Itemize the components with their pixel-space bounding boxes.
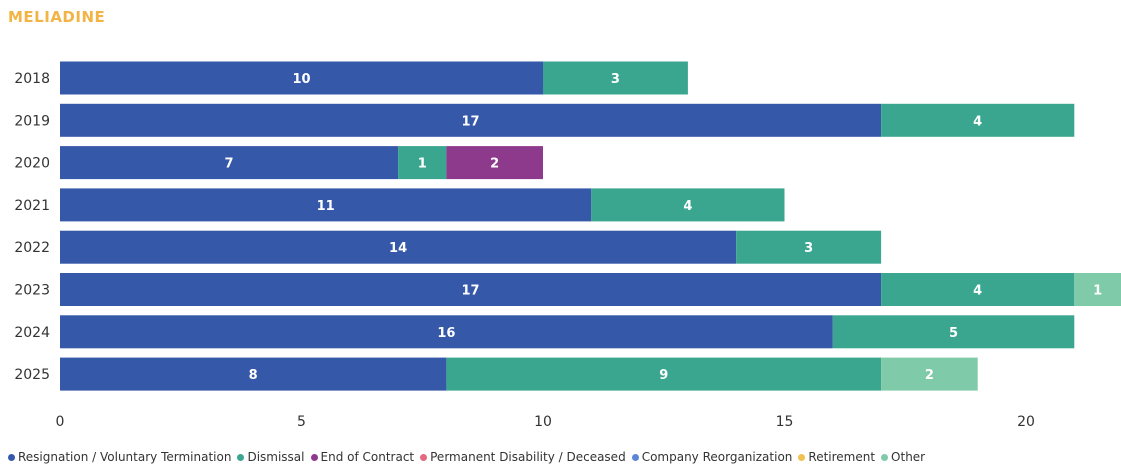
legend-label: End of Contract — [320, 450, 415, 464]
data-label-2025-series-0: 8 — [249, 368, 258, 383]
legend-dot-icon — [420, 453, 428, 461]
data-label-2022-series-1: 3 — [804, 241, 813, 256]
legend-item-2[interactable]: End of Contract — [310, 450, 415, 464]
bar-2018-series-0 — [60, 61, 543, 95]
legend-item-1[interactable]: Dismissal — [237, 450, 305, 464]
legend: Resignation / Voluntary Termination Dismi… — [8, 448, 931, 466]
y-tick-label-2018: 2018 — [14, 71, 50, 87]
data-label-2025-series-1: 9 — [659, 368, 668, 383]
y-tick-label-2024: 2024 — [14, 325, 50, 341]
data-label-2020-series-1: 1 — [418, 157, 427, 172]
bar-2025-series-0 — [60, 357, 447, 391]
data-label-2020-series-2: 2 — [490, 157, 499, 172]
bar-2025-series-1 — [446, 357, 882, 391]
legend-item-4[interactable]: Company Reorganization — [631, 450, 793, 464]
bar-2021-series-1 — [591, 188, 785, 222]
legend-item-0[interactable]: Resignation / Voluntary Termination — [8, 450, 231, 464]
legend-label: Retirement — [808, 450, 876, 464]
bar-2019-series-0 — [60, 103, 882, 137]
y-tick-label-2025: 2025 — [14, 367, 50, 383]
y-tick-label-2021: 2021 — [14, 198, 50, 214]
legend-dot-icon — [798, 453, 806, 461]
y-tick-label-2020: 2020 — [14, 156, 50, 172]
bar-2023-series-0 — [60, 273, 882, 306]
data-label-2024-series-1: 5 — [949, 326, 958, 341]
legend-dot-icon — [631, 453, 639, 461]
bars — [60, 61, 1121, 391]
y-tick-label-2023: 2023 — [14, 283, 50, 299]
x-tick-label-20: 20 — [1017, 414, 1035, 430]
data-label-2025-series-6: 2 — [925, 368, 934, 383]
y-axis-labels: 2018 2019 2020 2021 2022 2023 2024 2025 — [14, 71, 50, 383]
legend-dot-icon — [881, 453, 889, 461]
data-label-2018-series-1: 3 — [611, 72, 620, 87]
legend-dot-icon — [8, 453, 15, 461]
legend-dot-icon — [237, 453, 245, 461]
legend-label: Company Reorganization — [641, 450, 793, 464]
data-label-2021-series-1: 4 — [683, 199, 692, 214]
x-tick-label-0: 0 — [56, 414, 65, 430]
data-label-2024-series-0: 16 — [437, 326, 455, 341]
data-label-2023-series-1: 4 — [973, 284, 982, 299]
legend-label: Resignation / Voluntary Termination — [18, 450, 232, 464]
bar-2020-series-0 — [60, 146, 399, 180]
x-tick-label-5: 5 — [297, 414, 306, 430]
data-label-2023-series-6: 1 — [1093, 284, 1102, 299]
legend-dot-icon — [310, 453, 318, 461]
bar-2018-series-1 — [543, 61, 688, 95]
data-label-2022-series-0: 14 — [389, 241, 407, 256]
bar-2025-series-6 — [881, 357, 978, 391]
bar-2020-series-2 — [446, 146, 543, 180]
bar-2020-series-1 — [398, 146, 447, 180]
bar-2024-series-1 — [832, 315, 1075, 349]
legend-label: Other — [891, 450, 926, 464]
bar-2022-series-0 — [60, 230, 737, 264]
bar-data-labels: 10 3 17 4 7 1 2 11 4 14 3 17 4 1 16 5 8 9 2 — [225, 72, 1103, 383]
data-label-2019-series-1: 4 — [973, 114, 982, 129]
legend-item-5[interactable]: Retirement — [798, 450, 875, 464]
data-label-2020-series-0: 7 — [225, 157, 234, 172]
bar-2023-series-6 — [1074, 273, 1121, 306]
bar-2024-series-0 — [60, 315, 833, 349]
legend-item-6[interactable]: Other — [881, 450, 925, 464]
x-axis-ticks: 0 5 10 15 20 — [56, 414, 1035, 430]
bar-2022-series-1 — [736, 230, 882, 264]
x-tick-label-10: 10 — [534, 414, 552, 430]
data-label-2021-series-0: 11 — [317, 199, 335, 214]
legend-label: Permanent Disability / Deceased — [430, 450, 626, 464]
bar-2021-series-0 — [60, 188, 592, 222]
y-tick-label-2019: 2019 — [14, 113, 50, 129]
x-tick-label-15: 15 — [776, 414, 794, 430]
bar-2023-series-1 — [881, 273, 1075, 306]
data-label-2019-series-0: 17 — [462, 114, 480, 129]
y-tick-label-2022: 2022 — [14, 240, 50, 256]
bar-2019-series-1 — [881, 103, 1075, 137]
chart-title: MELIADINE — [8, 8, 106, 26]
data-label-2023-series-0: 17 — [462, 284, 480, 299]
data-label-2018-series-0: 10 — [292, 72, 310, 87]
legend-item-3[interactable]: Permanent Disability / Deceased — [420, 450, 626, 464]
legend-label: Dismissal — [247, 450, 305, 464]
